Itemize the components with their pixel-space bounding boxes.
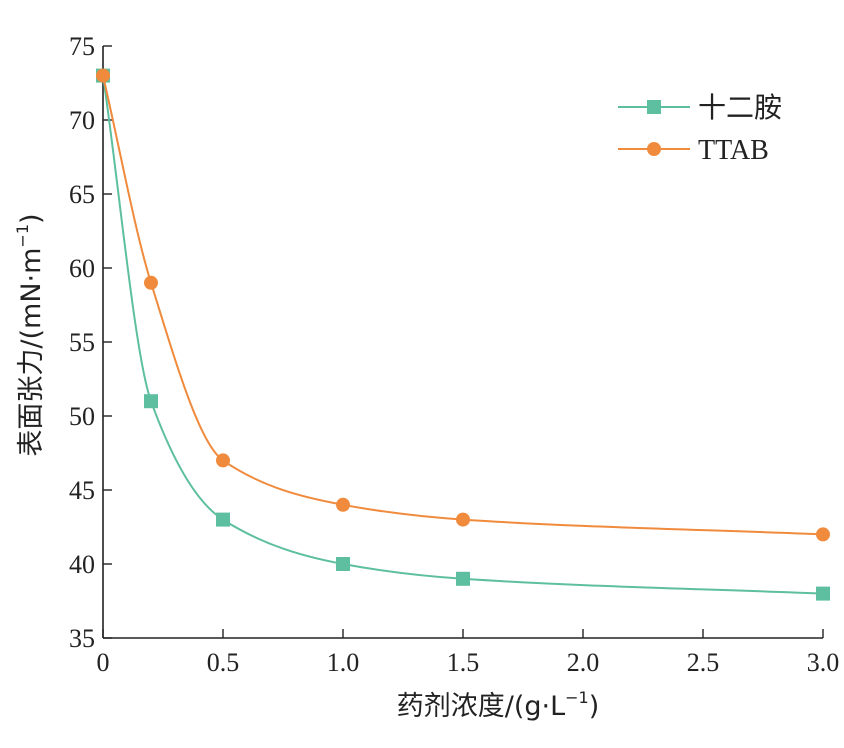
x-tick-label: 3.0 — [807, 648, 840, 677]
legend-label: TTAB — [698, 135, 769, 166]
series-2-point — [456, 512, 470, 527]
legend: 十二胺 TTAB — [618, 91, 782, 166]
y-tick-label: 70 — [69, 106, 95, 135]
series-1-point — [336, 557, 350, 571]
x-axis-title-end: ) — [589, 691, 600, 722]
series-2-point — [816, 527, 830, 542]
y-tick-label: 75 — [69, 32, 95, 61]
legend-label: 十二胺 — [698, 91, 782, 124]
legend-marker — [647, 142, 661, 156]
x-axis-title-text: 药剂浓度/(g·L — [397, 691, 565, 722]
series-2-point — [96, 68, 110, 83]
y-tick-label: 50 — [69, 402, 95, 431]
series-1-point — [144, 394, 158, 409]
y-axis-title-sup: −1 — [13, 224, 32, 248]
axes: 0 0.5 1.0 1.5 2.0 2.5 3.0 35 40 45 50 55 60 65 70 75 — [69, 32, 839, 677]
y-tick-label: 65 — [69, 180, 95, 209]
legend-item-2: TTAB — [618, 135, 769, 166]
series-1-point — [456, 571, 470, 586]
x-tick-label: 2.5 — [687, 648, 720, 677]
series-2-point — [336, 497, 350, 512]
x-tick-label: 0.5 — [207, 648, 240, 677]
series-2 — [96, 68, 830, 542]
y-tick-label: 35 — [69, 624, 95, 653]
y-tick-label: 40 — [69, 550, 95, 579]
x-tick-label: 2.0 — [567, 648, 600, 677]
y-axis-title-end: ) — [16, 213, 47, 224]
y-axis-title-text: 表面张力/(mN·m — [16, 248, 47, 457]
legend-item-1: 十二胺 — [618, 91, 782, 124]
series-layer — [96, 68, 830, 601]
series-2-point — [144, 275, 158, 290]
x-tick-label: 0 — [97, 648, 110, 677]
y-tick-label: 60 — [69, 254, 95, 283]
y-tick-label: 55 — [69, 328, 95, 357]
series-1-point — [216, 512, 230, 527]
series-2-line — [102, 75, 824, 536]
x-axis-title: 药剂浓度/(g·L−1) — [397, 688, 600, 722]
legend-marker — [647, 100, 661, 114]
x-tick-label: 1.5 — [447, 648, 480, 677]
x-tick-label: 1.0 — [327, 648, 360, 677]
y-tick-label: 45 — [69, 476, 95, 505]
series-2-point — [216, 453, 230, 468]
series-1-line — [102, 75, 824, 595]
y-axis-title: 表面张力/(mN·m−1) — [13, 213, 47, 456]
series-1-point — [816, 586, 830, 601]
x-axis-title-sup: −1 — [565, 688, 589, 707]
